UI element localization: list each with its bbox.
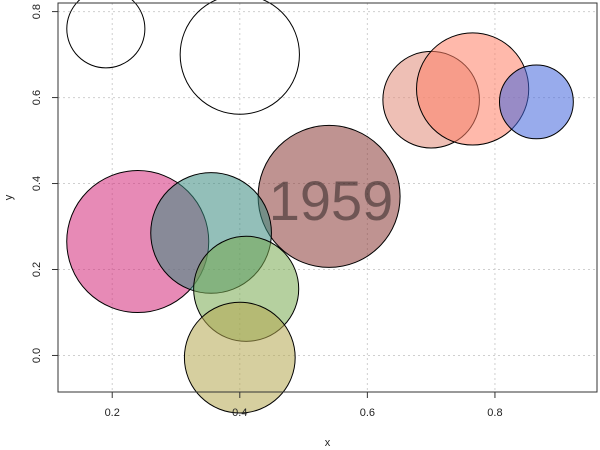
axes: 0.2 0.4 0.6 0.8 0.0 0.2 0.4 0.6 0.8 bbox=[31, 4, 503, 419]
y-tick-label-0: 0.0 bbox=[31, 348, 43, 363]
y-tick-label-2: 0.4 bbox=[31, 176, 43, 191]
x-tick-label-0: 0.2 bbox=[105, 407, 120, 419]
y-tick-label-1: 0.2 bbox=[31, 262, 43, 277]
x-axis-label: x bbox=[325, 437, 331, 449]
y-tick-label-3: 0.6 bbox=[31, 90, 43, 105]
points bbox=[66, 0, 574, 414]
x-tick-label-3: 0.8 bbox=[487, 407, 502, 419]
year-annotation: 1959 bbox=[269, 169, 394, 232]
bubble-4 bbox=[498, 64, 574, 140]
x-tick-label-2: 0.6 bbox=[360, 407, 375, 419]
y-axis-label: y bbox=[3, 194, 15, 200]
x-tick-label-1: 0.4 bbox=[232, 407, 247, 419]
y-tick-label-4: 0.8 bbox=[31, 4, 43, 19]
plot-frame bbox=[57, 2, 598, 393]
bubble-1 bbox=[179, 0, 300, 115]
bubble-9 bbox=[183, 301, 296, 414]
bubble-0 bbox=[66, 0, 146, 69]
